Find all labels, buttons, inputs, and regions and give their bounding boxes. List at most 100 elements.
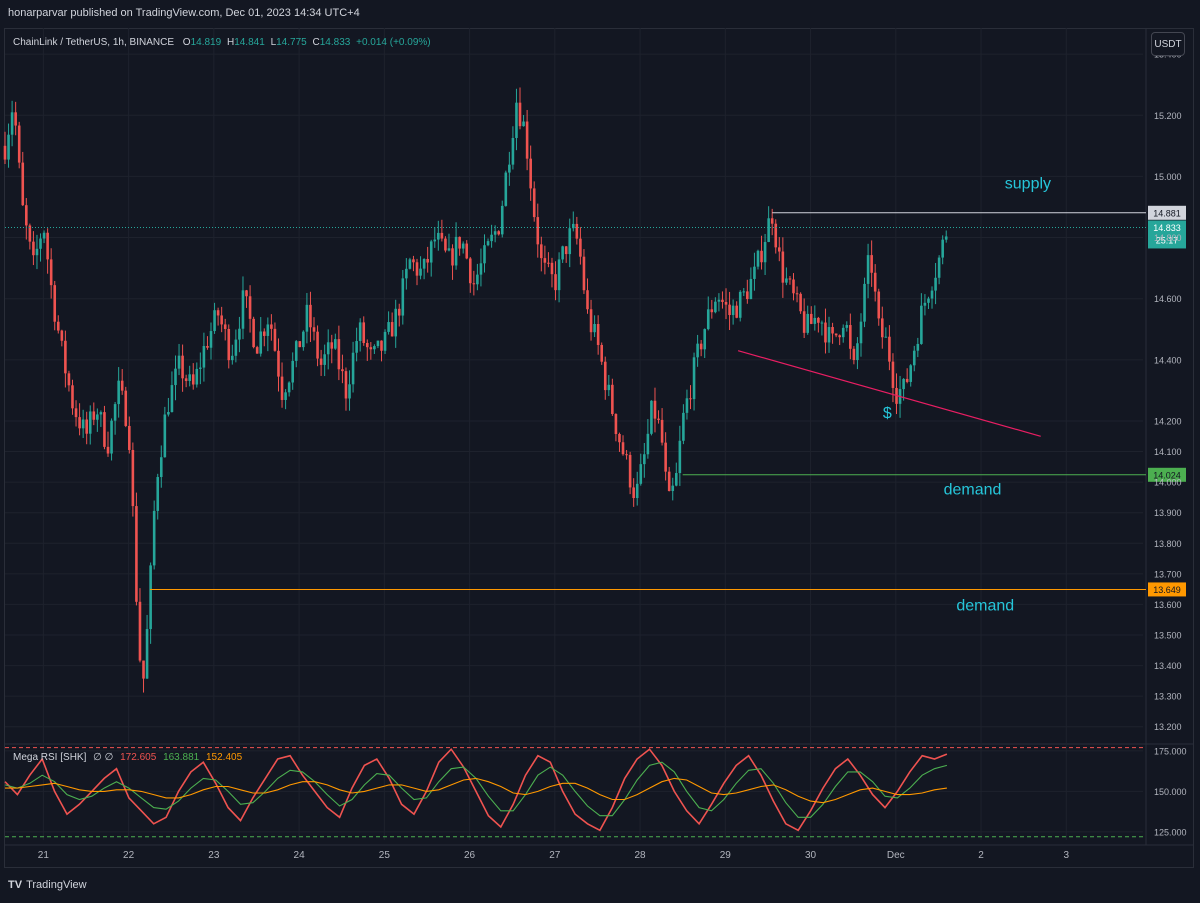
- price-tick-label: 15.200: [1154, 111, 1182, 121]
- tradingview-logo[interactable]: TV TradingView: [8, 879, 87, 891]
- candle-body: [135, 506, 138, 602]
- candle-body: [248, 296, 252, 319]
- candle-body: [930, 290, 934, 299]
- candle-body: [767, 218, 770, 242]
- candle-body: [326, 342, 330, 355]
- candle-body: [721, 299, 724, 302]
- symbol-name[interactable]: ChainLink / TetherUS, 1h, BINANCE: [13, 37, 175, 48]
- candle-body: [891, 361, 895, 388]
- candle-body: [802, 311, 806, 333]
- candle-body: [25, 205, 28, 226]
- candle-body: [191, 374, 195, 385]
- candle-body: [81, 419, 85, 429]
- candle-body: [749, 278, 753, 300]
- candle-body: [461, 243, 465, 249]
- tradingview-brand: TradingView: [26, 879, 87, 891]
- candle-body: [540, 244, 543, 259]
- candle-body: [284, 392, 287, 400]
- candle-body: [380, 340, 383, 351]
- candle-body: [817, 317, 820, 323]
- candle-body: [67, 373, 71, 386]
- candle-body: [124, 390, 128, 426]
- last-price-tag-bg: [1148, 220, 1186, 249]
- candle-body: [355, 341, 358, 353]
- candle-body: [738, 291, 742, 318]
- price-tick-label: 13.400: [1154, 661, 1182, 671]
- candle-body: [184, 378, 188, 381]
- candle-body: [849, 325, 852, 349]
- annotation-label[interactable]: $: [883, 405, 892, 422]
- candle-body: [518, 102, 522, 127]
- annotation-label[interactable]: supply: [1005, 176, 1051, 193]
- candle-body: [880, 318, 884, 338]
- candle-body: [468, 258, 472, 284]
- candle-body: [209, 331, 213, 348]
- currency-button[interactable]: USDT: [1151, 32, 1185, 56]
- open-value: 14.819: [190, 37, 222, 48]
- candle-body: [696, 343, 699, 358]
- candle-body: [614, 414, 618, 435]
- trend-line[interactable]: [737, 350, 1041, 437]
- candle-body: [397, 308, 401, 316]
- candle-body: [419, 268, 422, 276]
- annotation-label[interactable]: demand: [944, 481, 1002, 498]
- candle-body: [884, 336, 888, 338]
- candle-body: [799, 293, 802, 312]
- candle-body: [596, 324, 600, 345]
- candle-body: [56, 321, 60, 331]
- candle-body: [405, 268, 408, 279]
- candle-body: [387, 322, 390, 332]
- high-value: 14.841: [234, 37, 265, 48]
- candle-body: [437, 232, 440, 240]
- annotation-label[interactable]: demand: [956, 598, 1014, 615]
- candle-body: [760, 250, 763, 263]
- time-tick-label: 26: [464, 850, 476, 861]
- rsi-tick-label: 125.000: [1154, 827, 1187, 837]
- candle-body: [557, 259, 561, 291]
- candle-body: [319, 358, 323, 365]
- candle-body: [394, 308, 397, 337]
- candle-body: [923, 302, 927, 306]
- rsi-name[interactable]: Mega RSI [SHK]: [13, 752, 87, 763]
- close-value: 14.833: [319, 37, 351, 48]
- candle-body: [99, 412, 103, 415]
- candle-body: [809, 313, 813, 324]
- candle-body: [10, 112, 14, 135]
- candle-body: [429, 241, 433, 263]
- grid: [5, 28, 1194, 846]
- candle-body: [202, 346, 206, 368]
- candle-body: [323, 354, 326, 365]
- time-tick-label: 2: [978, 850, 984, 861]
- candle-body: [774, 223, 778, 248]
- candle-body: [522, 121, 525, 127]
- candle-body: [188, 374, 191, 381]
- candle-body: [824, 322, 827, 343]
- candle-body: [447, 248, 451, 251]
- price-tick-label: 14.000: [1154, 478, 1182, 488]
- candle-body: [422, 259, 426, 269]
- low-value: 14.775: [276, 37, 307, 48]
- candle-body: [685, 398, 689, 413]
- candle-body: [568, 228, 572, 255]
- candle-body: [692, 357, 696, 400]
- candle-body: [529, 158, 532, 189]
- price-tick-label: 13.200: [1154, 722, 1182, 732]
- candle-body: [561, 246, 564, 260]
- candle-body: [277, 350, 280, 377]
- candle-body: [103, 412, 106, 447]
- candle-body: [454, 236, 458, 266]
- level-tag-bg: [1148, 467, 1186, 482]
- price-tick-label: 13.500: [1154, 630, 1182, 640]
- rsi-value-1: 172.605: [120, 752, 157, 763]
- candle-body: [223, 324, 227, 329]
- candle-body: [177, 355, 181, 369]
- level-tag-label: 14.881: [1153, 208, 1181, 218]
- candle-body: [60, 330, 64, 341]
- open-label: O: [182, 37, 191, 48]
- candle-body: [159, 457, 163, 478]
- price-tick-label: 14.600: [1154, 294, 1182, 304]
- candle-body: [888, 336, 891, 362]
- candle-body: [831, 327, 834, 334]
- axes: 13.200 13.300 13.400 13.500 13.600 13.700 13.8…: [38, 50, 1187, 861]
